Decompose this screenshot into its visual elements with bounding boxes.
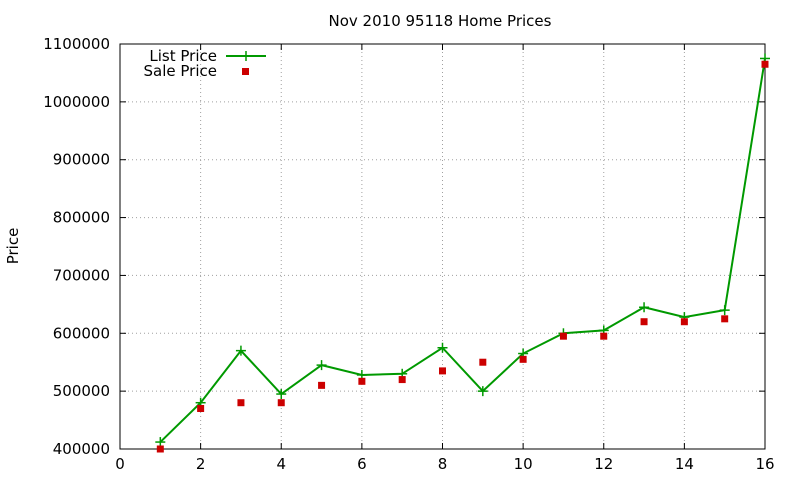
x-tick-label: 4	[276, 455, 286, 473]
sale-price-point	[318, 381, 326, 389]
list-price-point	[639, 302, 650, 313]
x-tick-label: 14	[675, 455, 694, 473]
list-price-point	[437, 342, 448, 353]
legend-marker-list-price	[241, 51, 251, 61]
y-tick-label: 500000	[53, 382, 110, 400]
list-price-point	[155, 437, 166, 448]
list-price-point	[477, 386, 488, 397]
legend-marker-sale-price	[242, 68, 249, 75]
sale-price-point	[761, 60, 769, 68]
x-tick-label: 16	[755, 455, 774, 473]
legend: List Price Sale Price	[144, 47, 266, 80]
sale-price-point	[237, 399, 245, 407]
axis-ticks	[119, 43, 766, 450]
y-tick-label: 1000000	[43, 93, 110, 111]
y-tick-label: 1100000	[43, 35, 110, 53]
y-tick-label: 800000	[53, 209, 110, 227]
list-price-point	[235, 345, 246, 356]
x-tick-labels: 0 2 4 6 8 10 12 14 16	[115, 455, 774, 473]
sale-price-point	[156, 445, 164, 453]
y-tick-labels: 400000 500000 600000 700000 800000 900000 1000…	[43, 35, 110, 458]
grid	[120, 44, 765, 449]
x-tick-label: 12	[594, 455, 613, 473]
y-tick-label: 400000	[53, 440, 110, 458]
sale-price-point	[721, 315, 729, 323]
list-price-point	[719, 305, 730, 316]
y-tick-label: 900000	[53, 151, 110, 169]
sale-price-point	[358, 377, 366, 385]
series-line-list-price	[159, 58, 766, 443]
legend-label-sale-price: Sale Price	[144, 62, 217, 80]
x-tick-label: 6	[357, 455, 367, 473]
x-tick-label: 8	[438, 455, 448, 473]
sale-price-point	[519, 355, 527, 363]
chart-title: Nov 2010 95118 Home Prices	[329, 12, 552, 30]
sale-price-point	[439, 367, 446, 375]
sale-price-point	[277, 399, 285, 407]
y-tick-label: 700000	[53, 266, 110, 284]
x-tick-label: 0	[115, 455, 125, 473]
sale-price-point	[640, 318, 648, 326]
y-axis-label: Price	[4, 228, 22, 265]
sale-price-point	[600, 332, 608, 340]
sale-price-point	[680, 318, 688, 326]
list-price-point	[316, 360, 327, 371]
y-tick-label: 600000	[53, 324, 110, 342]
x-tick-label: 2	[196, 455, 206, 473]
sale-price-point	[398, 376, 406, 384]
list-price-point	[276, 389, 287, 400]
sale-price-point	[197, 405, 205, 412]
sale-price-point	[479, 358, 487, 366]
legend-entry-list-price: List Price	[149, 47, 266, 65]
series	[155, 53, 770, 453]
legend-label-list-price: List Price	[149, 47, 217, 65]
sale-price-point	[559, 332, 567, 340]
legend-entry-sale-price: Sale Price	[144, 62, 249, 80]
x-tick-label: 10	[514, 455, 533, 473]
